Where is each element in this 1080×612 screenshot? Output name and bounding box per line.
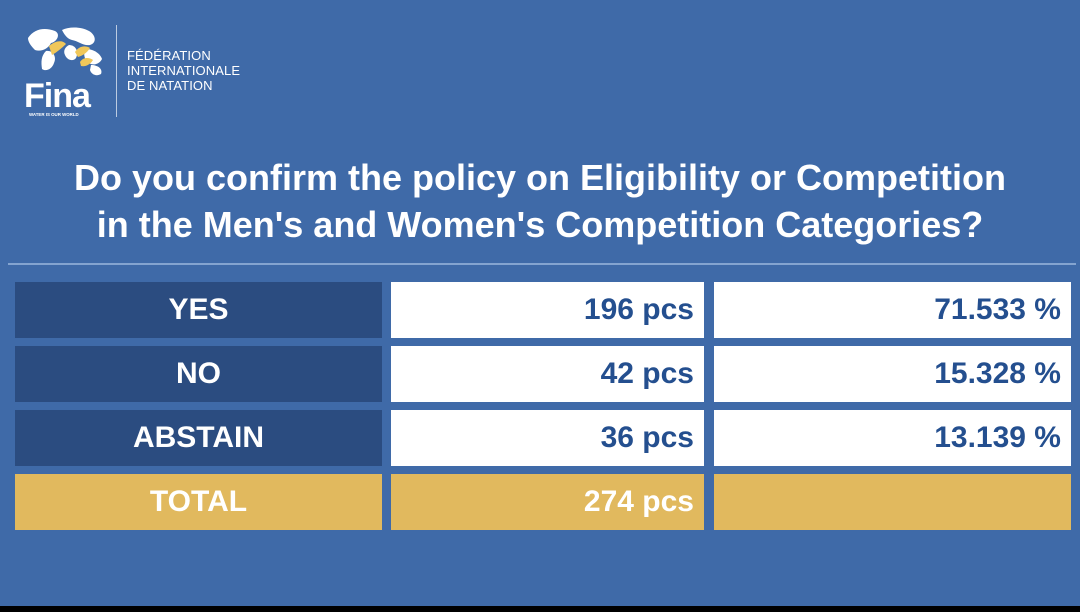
logo-divider [116,25,117,117]
organization-name: FÉDÉRATION INTERNATIONALE DE NATATION [127,48,272,93]
vote-question-line: Do you confirm the policy on Eligibility… [73,157,1006,198]
row-count-yes: 196 pcs [391,282,704,338]
row-label-no: NO [15,346,382,402]
row-label-abstain: ABSTAIN [15,410,382,466]
fina-logo-mark: Fina WATER IS OUR WORLD [24,27,102,117]
row-percent-abstain: 13.139 % [714,410,1071,466]
vote-question: Do you confirm the policy on Eligibility… [0,154,1080,248]
total-label: TOTAL [15,474,382,530]
row-label-yes: YES [15,282,382,338]
row-percent-no: 15.328 % [714,346,1071,402]
fina-wordmark: Fina [24,77,92,115]
organization-name-line: INTERNATIONALE [127,63,241,78]
organization-name-line: FÉDÉRATION [127,48,211,63]
fina-logo: Fina WATER IS OUR WORLD FÉDÉRATION INTER… [24,21,274,121]
row-count-abstain: 36 pcs [391,410,704,466]
title-divider [8,263,1076,265]
organization-name-line: DE NATATION [127,78,213,93]
total-percent [714,474,1071,530]
fina-tagline: WATER IS OUR WORLD [29,112,79,117]
globe-icon [28,27,102,76]
vote-question-line: in the Men's and Women's Competition Cat… [96,204,984,245]
row-count-no: 42 pcs [391,346,704,402]
total-count: 274 pcs [391,474,704,530]
row-percent-yes: 71.533 % [714,282,1071,338]
